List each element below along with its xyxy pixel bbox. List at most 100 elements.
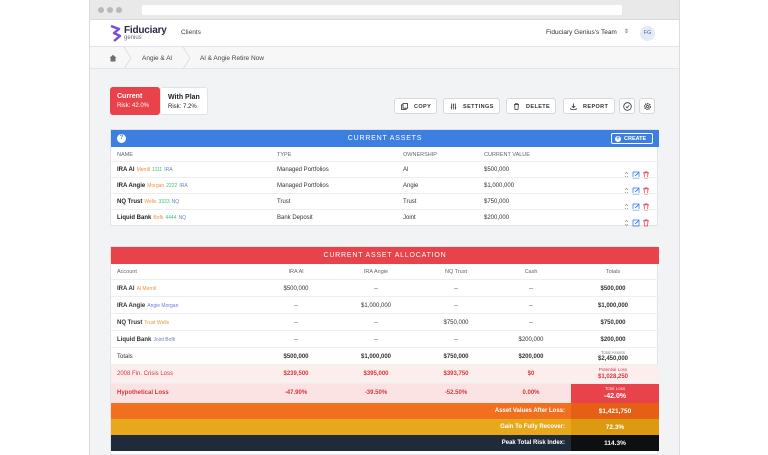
totals-cell: $750,000 [443, 354, 469, 360]
asset-kind-tag: NQ [171, 199, 180, 205]
band-value: 72.3% [571, 419, 659, 435]
asset-account-tag: 3333 [158, 199, 170, 205]
window-dot-icon[interactable] [98, 7, 104, 13]
browser-chrome [90, 0, 679, 20]
column-header-nq-trust: NQ Trust [444, 269, 467, 275]
asset-row[interactable]: IRA Angie Morgan 2222 IRA Managed Portfolios… [111, 177, 659, 195]
window-dot-icon[interactable] [116, 7, 122, 13]
band-label: Peak Total Risk Index: [501, 440, 565, 446]
asset-ownership: Angie [403, 183, 419, 189]
brand-logo[interactable]: Fiduciary genius [110, 24, 167, 43]
crisis-loss-cell: $0 [527, 371, 535, 377]
column-header-account: Account [117, 269, 137, 275]
hypothetical-loss-cell: -52.50% [444, 390, 468, 396]
allocation-cell: -- [529, 303, 533, 309]
edit-icon[interactable] [632, 219, 640, 227]
allocation-account-name: Liquid Bank [117, 337, 152, 343]
band-label: Asset Values After Loss: [494, 408, 565, 414]
edit-icon[interactable] [632, 203, 640, 211]
peak-risk-index-band: Peak Total Risk Index: 114.3% [111, 435, 659, 451]
row-actions [623, 214, 653, 227]
allocation-cell: -- [454, 337, 458, 343]
asset-row[interactable]: IRA Al Merrill 1111 IRA Managed Portfolios Al… [111, 161, 659, 179]
gear-icon [644, 103, 651, 110]
totals-cell: $500,000 [283, 354, 309, 360]
help-icon[interactable]: ? [117, 134, 126, 143]
column-header-ira-al: IRA Al [288, 269, 304, 275]
totals-label: Totals [117, 354, 133, 360]
delete-button[interactable]: DELETE [506, 98, 556, 114]
total-loss-box: Total Loss -42.0% [571, 384, 659, 404]
column-header-name: NAME [117, 152, 133, 158]
asset-kind-tag: IRA [179, 183, 188, 189]
trash-icon[interactable] [643, 171, 649, 179]
asset-row[interactable]: Liquid Bank Bofk 4444 NQ Bank Deposit Joint $2… [111, 209, 659, 227]
approve-button[interactable] [619, 98, 635, 114]
asset-custodian-tag: Morgan [147, 183, 165, 189]
allocation-account-tag: Joint Bofk [153, 337, 176, 343]
asset-ownership: Joint [403, 215, 416, 221]
hypothetical-loss-cell: -47.90% [284, 390, 308, 396]
row-actions [623, 198, 653, 211]
nav-clients-link[interactable]: Clients [181, 29, 201, 36]
scenario-with-plan-tab[interactable]: With Plan Risk: 7.2% [160, 87, 208, 115]
crisis-loss-label: 2008 Fin. Crisis Loss [117, 371, 174, 377]
asset-custodian-tag: Bofk [153, 215, 164, 221]
top-navigation: Fiduciary genius Clients Fiduciary Geniu… [90, 20, 679, 47]
asset-ownership: Trust [403, 199, 417, 205]
trash-icon[interactable] [643, 219, 649, 227]
breadcrumb-client[interactable]: Angie & Al [142, 55, 172, 62]
home-icon[interactable] [109, 54, 117, 62]
asset-type: Bank Deposit [277, 215, 313, 221]
breadcrumb-plan[interactable]: Al & Angie Retire Now [200, 55, 264, 62]
edit-icon[interactable] [632, 171, 640, 179]
trash-icon[interactable] [643, 187, 649, 195]
address-bar[interactable] [142, 5, 622, 15]
asset-type: Managed Portfolios [277, 183, 329, 189]
column-header-ira-angie: IRA Angie [363, 269, 389, 275]
crisis-loss-cell: $393,750 [443, 371, 469, 377]
asset-kind-tag: IRA [164, 167, 173, 173]
allocation-cell: $500,000 [283, 286, 309, 292]
column-header-ownership: OWNERSHIP [403, 152, 437, 158]
trash-icon[interactable] [643, 203, 649, 211]
allocation-cell: -- [529, 320, 533, 326]
chevron-right-icon [123, 47, 132, 69]
avatar[interactable]: FG [640, 26, 655, 41]
settings-button[interactable]: SETTINGS [443, 98, 500, 114]
create-asset-button[interactable]: + CREATE [611, 133, 653, 144]
total-loss-value: -42.0% [603, 393, 627, 400]
crisis-loss-row: 2008 Fin. Crisis Loss $239,500 $395,000 … [111, 364, 659, 383]
asset-name-text: Liquid Bank [117, 215, 152, 221]
allocation-row: NQ Trust Trust Wells -- -- $750,000 -- $750,00… [111, 313, 659, 330]
allocation-account: Liquid Bank Joint Bofk [117, 337, 175, 343]
scenario-current-tab[interactable]: Current Risk: 42.0% [110, 87, 160, 115]
asset-kind-tag: NQ [178, 215, 186, 221]
asset-value: $200,000 [484, 215, 510, 221]
gear-button[interactable] [639, 98, 655, 114]
total-assets-caption: Total Assets [600, 350, 625, 355]
asset-type: Trust [277, 199, 291, 205]
asset-account-tag: 1111 [152, 167, 163, 173]
allocation-cell: -- [294, 303, 298, 309]
column-header-type: TYPE [277, 152, 292, 158]
brand-mark-icon [110, 25, 122, 42]
asset-name-text: IRA Al [117, 167, 135, 173]
sliders-icon [450, 103, 457, 110]
current-assets-title: CURRENT ASSETS [347, 135, 423, 142]
updown-caret-icon[interactable]: ⇕ [624, 29, 630, 35]
team-selector[interactable]: Fiduciary Genius's Team [546, 29, 617, 36]
report-button[interactable]: REPORT [563, 98, 615, 114]
asset-row[interactable]: NQ Trust Wells 3333 NQ Trust Trust $750,000 [111, 193, 659, 211]
window-dot-icon[interactable] [107, 7, 113, 13]
allocation-cell: -- [529, 286, 533, 292]
column-header-current-value: CURRENT VALUE [484, 152, 530, 158]
edit-icon[interactable] [632, 187, 640, 195]
reorder-icon[interactable] [624, 219, 629, 227]
asset-allocation-title: CURRENT ASSET ALLOCATION [323, 252, 447, 259]
asset-account-tag: 2222 [166, 183, 178, 189]
allocation-cell: -- [454, 286, 458, 292]
allocation-cell: -- [374, 337, 378, 343]
crisis-loss-cell: $239,500 [283, 371, 309, 377]
copy-button[interactable]: COPY [394, 98, 437, 114]
